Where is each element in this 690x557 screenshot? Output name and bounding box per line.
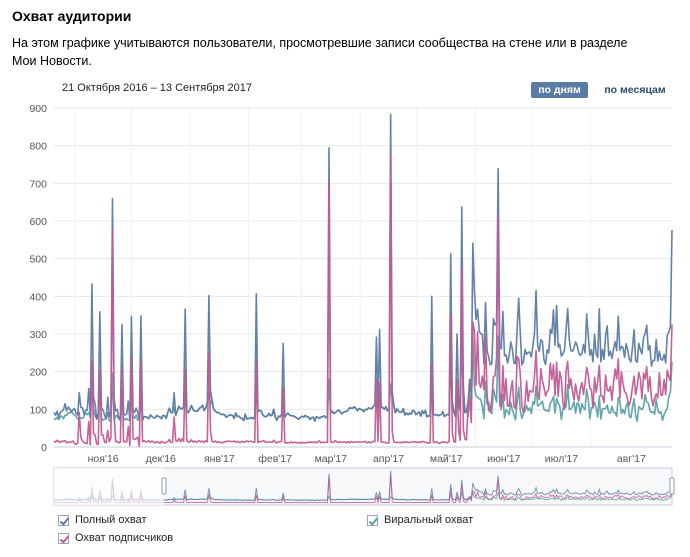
x-tick-label: мар'17 <box>315 453 348 465</box>
x-tick-label: ноя'16 <box>88 453 119 465</box>
legend-checkbox-viral[interactable] <box>367 514 378 526</box>
legend-checkbox-subscribers[interactable] <box>58 532 69 544</box>
x-tick-label: авг'17 <box>617 453 646 465</box>
x-tick-label: июл'17 <box>545 453 578 465</box>
navigator-mask <box>54 468 164 505</box>
navigator-handle-left <box>161 477 167 495</box>
x-tick-label: май'17 <box>430 453 463 465</box>
chart-description: На этом графике учитываются пользователи… <box>12 36 628 68</box>
legend-label-viral: Виральный охват <box>384 514 474 526</box>
page-title: Охват аудитории <box>12 8 132 24</box>
x-axis: ноя'16 дек'16 янв'17 фев'17 мар'17 апр'17 май'… <box>88 453 646 465</box>
y-tick-label: 900 <box>29 103 47 115</box>
y-tick-label: 0 <box>41 442 47 454</box>
date-range-label[interactable]: 21 Октября 2016 – 13 Сентября 2017 <box>62 82 252 94</box>
x-tick-label: апр'17 <box>373 453 404 465</box>
y-tick-label: 500 <box>29 254 47 266</box>
reach-chart[interactable]: 0 100 200 300 400 500 600 700 800 900 ноя'16 дек'1… <box>0 100 690 512</box>
y-tick-label: 700 <box>29 178 47 190</box>
legend-item-viral[interactable]: Виральный охват <box>367 514 473 526</box>
series-line-subscribers <box>53 153 673 448</box>
x-tick-label: янв'17 <box>204 453 235 465</box>
y-tick-label: 600 <box>29 216 47 228</box>
by-months-toggle[interactable]: по месяцам <box>604 84 666 96</box>
x-tick-label: июн'17 <box>487 453 520 465</box>
y-tick-label: 800 <box>29 141 47 153</box>
series-line-total <box>53 113 673 422</box>
legend-item-subscribers[interactable]: Охват подписчиков <box>58 532 173 544</box>
y-tick-label: 100 <box>29 404 47 416</box>
legend-label-subscribers: Охват подписчиков <box>75 532 174 544</box>
legend-item-total[interactable]: Полный охват <box>58 514 147 526</box>
legend-checkbox-total[interactable] <box>58 514 69 526</box>
x-tick-label: дек'16 <box>146 453 176 465</box>
y-tick-label: 200 <box>29 367 47 379</box>
y-tick-label: 300 <box>29 329 47 341</box>
series-lines <box>53 113 673 448</box>
plot-background <box>54 108 672 447</box>
legend-label-total: Полный охват <box>75 514 147 526</box>
by-days-toggle[interactable]: по дням <box>531 82 588 98</box>
y-tick-label: 400 <box>29 291 47 303</box>
navigator-handle-right <box>669 477 675 495</box>
range-navigator[interactable] <box>53 467 675 506</box>
x-tick-label: фев'17 <box>258 453 292 465</box>
y-axis: 0 100 200 300 400 500 600 700 800 900 <box>29 103 47 454</box>
